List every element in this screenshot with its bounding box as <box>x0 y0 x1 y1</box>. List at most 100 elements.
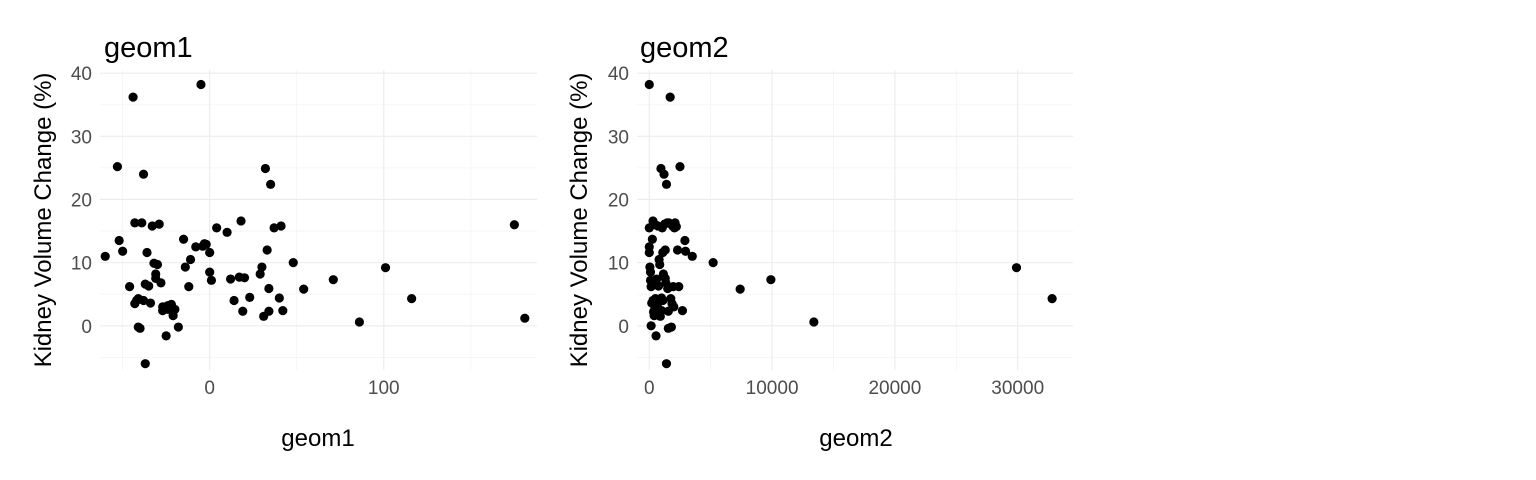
data-point <box>660 245 670 255</box>
data-point <box>137 218 147 228</box>
data-point <box>652 274 662 284</box>
data-point <box>262 245 272 255</box>
x-tick-label: 10000 <box>746 378 799 399</box>
data-point <box>520 313 530 323</box>
data-point <box>212 223 222 233</box>
data-point <box>669 302 679 312</box>
y-tick-label: 20 <box>608 190 629 211</box>
data-point <box>645 267 656 277</box>
data-point <box>245 292 255 302</box>
data-point <box>225 274 236 284</box>
data-point <box>178 234 189 244</box>
data-point <box>354 317 365 327</box>
data-point <box>665 92 675 102</box>
data-point <box>222 227 232 237</box>
data-point <box>407 294 417 304</box>
data-point <box>264 306 274 316</box>
x-tick-label: 0 <box>644 378 655 399</box>
data-point <box>666 322 676 332</box>
x-tick-label: 20000 <box>868 378 921 399</box>
data-point <box>154 219 164 229</box>
data-point <box>144 281 154 291</box>
data-point <box>708 258 718 268</box>
data-point <box>264 283 274 294</box>
data-point <box>274 293 284 303</box>
data-point <box>266 179 276 189</box>
data-point <box>380 263 391 273</box>
data-point <box>655 259 665 270</box>
data-point <box>124 282 135 292</box>
data-point <box>276 221 286 231</box>
y-tick-label: 40 <box>71 64 92 85</box>
data-point <box>196 79 206 90</box>
data-point <box>184 282 194 292</box>
x-tick-label: 100 <box>368 378 400 399</box>
y-axis-title: Kidney Volume Change (%) <box>30 73 57 368</box>
data-point <box>161 331 171 341</box>
data-point <box>145 298 156 308</box>
y-tick-label: 30 <box>71 127 92 148</box>
data-point <box>100 251 110 261</box>
data-point <box>661 359 672 369</box>
data-point <box>236 216 246 226</box>
data-point <box>255 269 265 279</box>
x-axis-title: geom2 <box>819 425 892 452</box>
data-point <box>288 258 298 268</box>
data-point <box>142 247 152 258</box>
data-point <box>677 306 688 316</box>
data-point <box>656 306 667 316</box>
y-tick-label: 10 <box>71 254 92 275</box>
data-point <box>680 235 690 246</box>
data-point <box>299 284 309 294</box>
data-point <box>653 281 664 291</box>
data-point <box>509 220 519 230</box>
data-point <box>1047 294 1057 304</box>
data-point <box>647 234 657 244</box>
data-point <box>191 242 201 252</box>
data-point <box>140 359 150 369</box>
data-point <box>152 259 163 270</box>
y-tick-label: 40 <box>608 64 629 85</box>
data-point <box>644 79 654 90</box>
data-point <box>114 235 124 246</box>
data-point <box>112 162 123 172</box>
data-point <box>658 295 668 306</box>
chart-title: geom2 <box>640 32 729 64</box>
plot-panel-geom1: 0 100 0 10 20 30 40 geom1 geom1 Kidney Volume Cha… <box>30 32 537 452</box>
plot-panel-geom2: 0 10000 20000 30000 0 10 20 30 40 geom2 geom2 Kidne… <box>566 32 1073 452</box>
y-tick-label: 20 <box>71 190 92 211</box>
data-point <box>646 321 656 331</box>
data-point <box>205 247 215 258</box>
data-point <box>675 162 685 172</box>
data-point <box>130 218 140 228</box>
data-point <box>206 275 217 285</box>
y-tick-label: 10 <box>608 254 629 275</box>
data-point <box>238 306 248 316</box>
data-point <box>328 275 338 285</box>
data-point <box>1011 263 1022 273</box>
data-point <box>128 92 138 102</box>
data-point <box>138 295 149 306</box>
data-point <box>156 278 166 288</box>
data-point <box>269 223 279 233</box>
data-point <box>651 331 661 341</box>
data-point <box>260 163 270 174</box>
data-point <box>147 221 157 231</box>
data-point <box>229 295 239 306</box>
data-point <box>680 246 691 256</box>
x-tick-label: 0 <box>204 378 215 399</box>
y-tick-label: 0 <box>81 317 92 338</box>
data-point <box>257 262 267 272</box>
data-point <box>661 179 672 189</box>
y-axis-title: Kidney Volume Change (%) <box>566 73 593 368</box>
data-point <box>735 284 745 294</box>
data-point <box>135 323 145 333</box>
chart-title: geom1 <box>104 32 193 64</box>
data-point <box>809 317 819 327</box>
x-tick-label: 30000 <box>991 378 1044 399</box>
data-point <box>138 169 149 179</box>
data-point <box>118 246 128 256</box>
data-point <box>671 222 681 232</box>
data-point <box>644 247 654 258</box>
